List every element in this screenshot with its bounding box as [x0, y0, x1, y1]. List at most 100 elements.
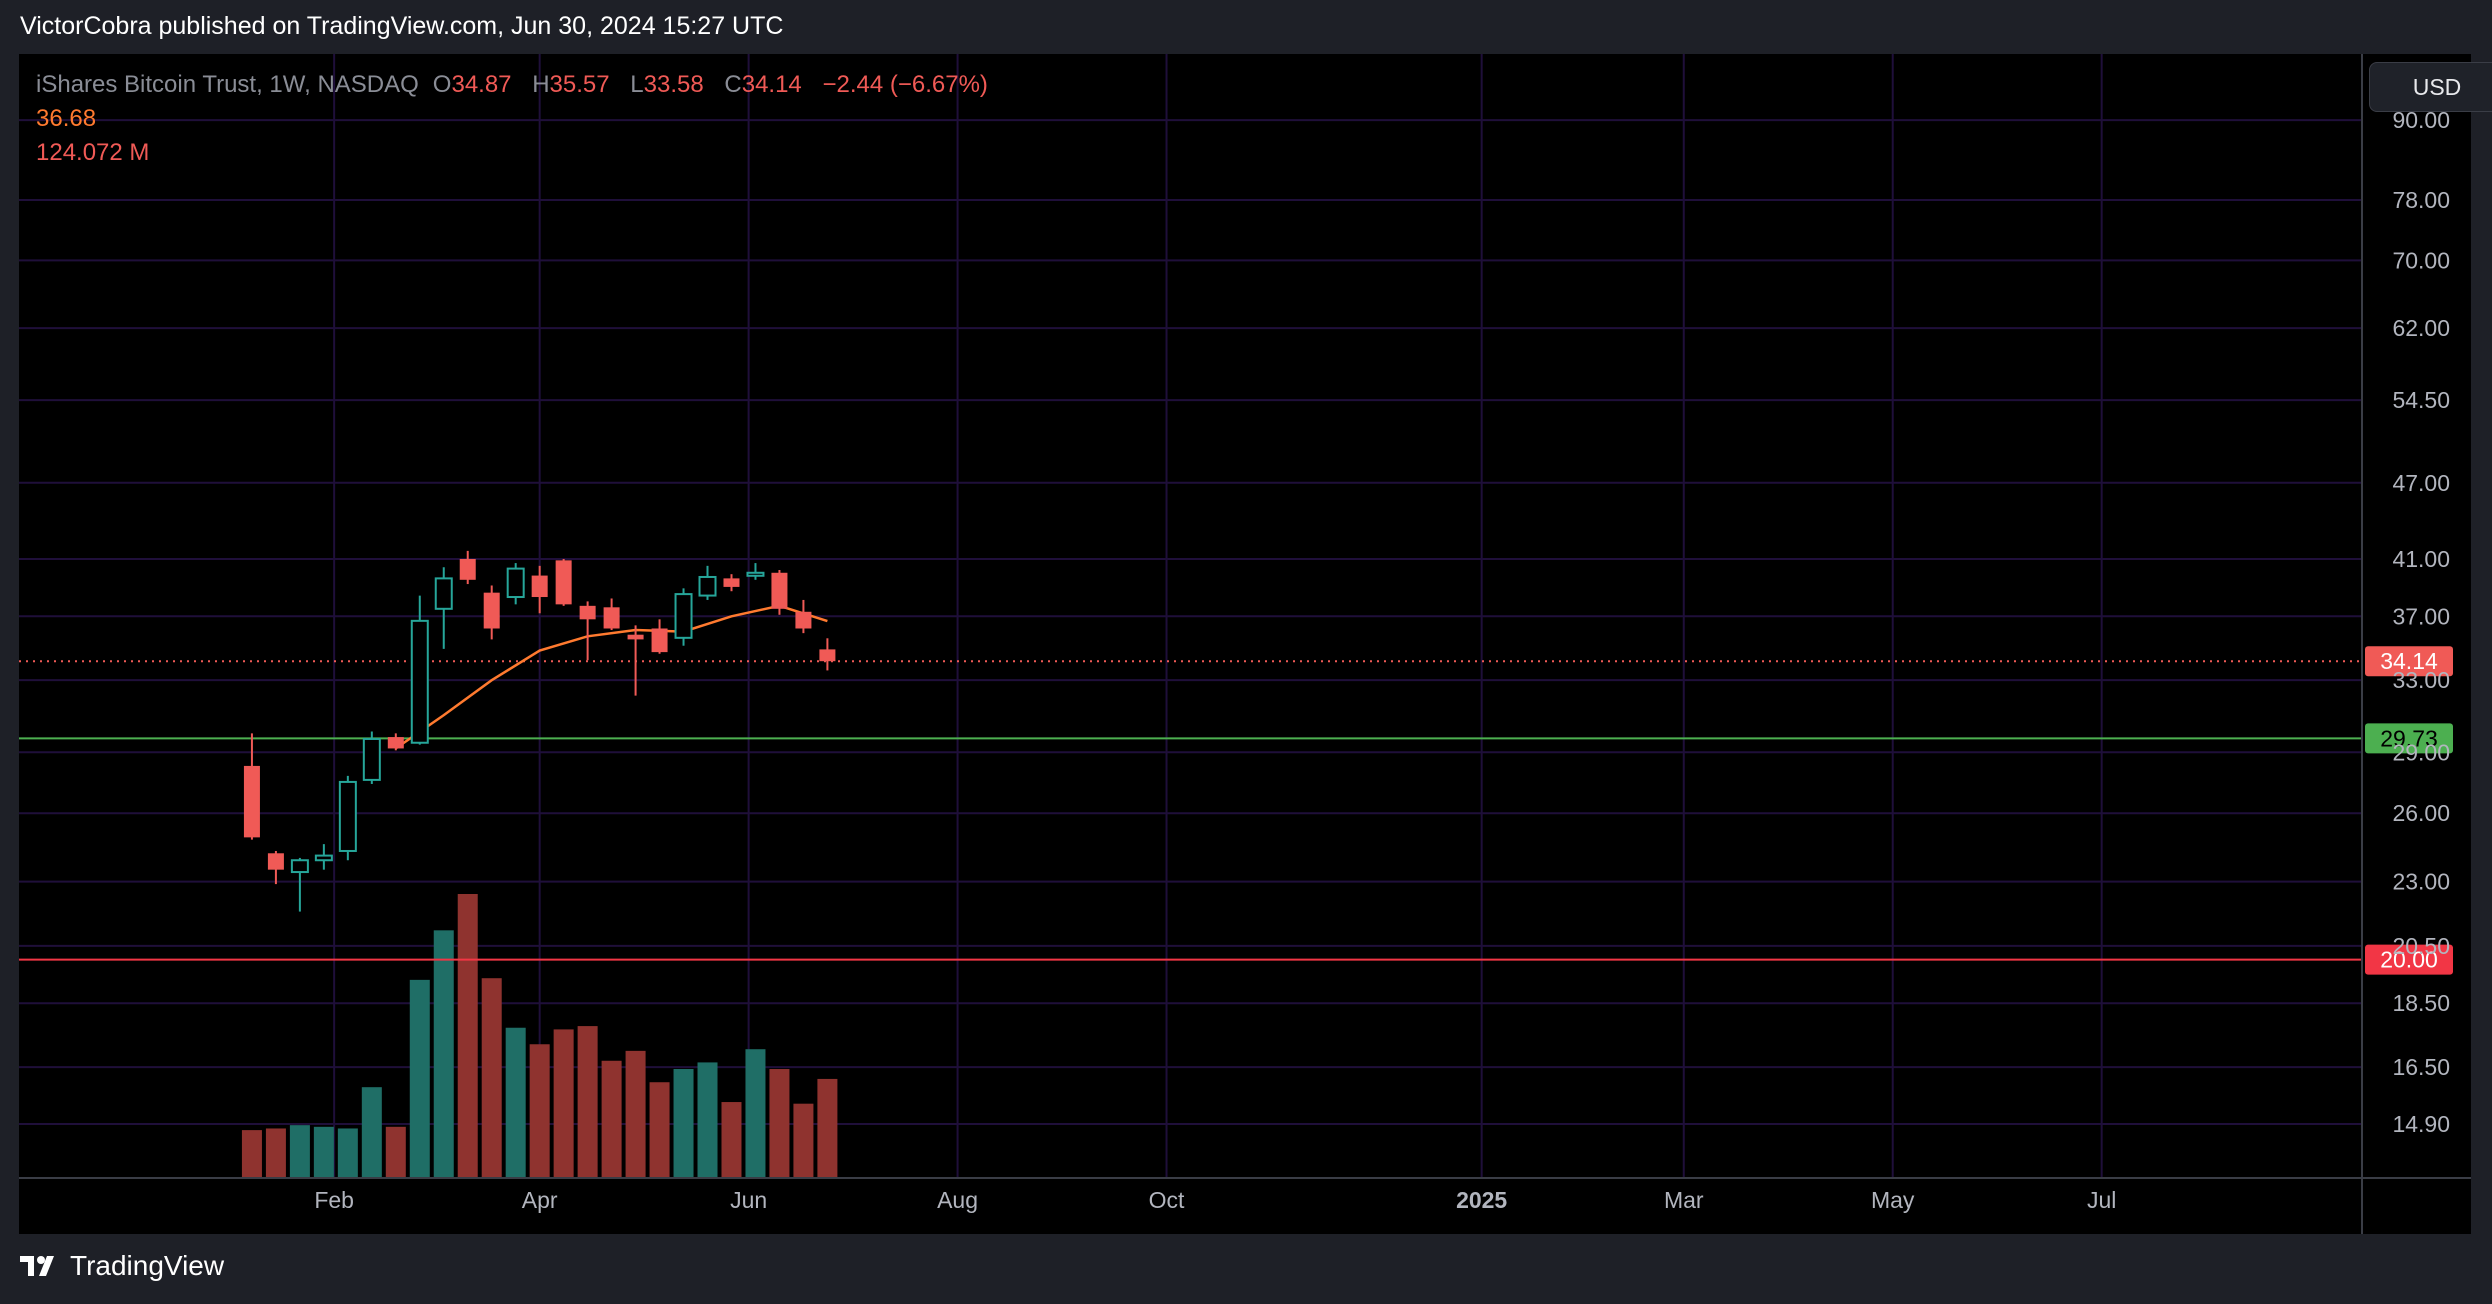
legend-ohlc-row: iShares Bitcoin Trust, 1W, NASDAQ O34.87 …: [36, 68, 988, 102]
moving-average-value: 36.68: [36, 105, 97, 132]
volume-bar: [313, 1126, 334, 1178]
y-tick-label: 33.00: [2392, 667, 2450, 693]
volume-bar: [649, 1082, 670, 1178]
close-value: 34.14: [741, 71, 802, 98]
candle-body: [434, 577, 453, 610]
candle-body: [531, 575, 548, 598]
volume-bar: [673, 1069, 694, 1178]
candle-body: [819, 649, 836, 662]
x-tick-label: Mar: [1664, 1187, 1704, 1213]
chart-grid: [19, 54, 2362, 1178]
volume-bar: [265, 1128, 286, 1178]
candle-body: [627, 634, 644, 640]
candle-body: [651, 628, 668, 653]
candle-body: [483, 592, 500, 629]
last-price-tag: [2365, 646, 2453, 677]
y-tick-label: 78.00: [2392, 187, 2450, 213]
x-tick-label: Feb: [314, 1187, 354, 1213]
x-tick-label: Jun: [730, 1187, 767, 1213]
volume-bar: [697, 1062, 718, 1178]
level-price-tag: [2365, 723, 2453, 754]
chart-frame[interactable]: 29.73 20.00 34.14 90.00 78.00 70.00 62.00 54.5…: [19, 54, 2471, 1234]
candle-body: [387, 737, 404, 749]
x-tick-label: Apr: [522, 1187, 558, 1213]
volume-bar: [745, 1049, 766, 1178]
candle-body: [723, 578, 740, 587]
x-tick-label: Aug: [937, 1187, 978, 1213]
candle-body: [338, 780, 357, 852]
volume-bar: [601, 1060, 622, 1178]
candle-body: [290, 859, 309, 874]
moving-average-line: [395, 604, 828, 750]
candle-body: [459, 558, 476, 580]
axes: 90.0078.0070.0062.0054.5047.0041.0037.00…: [19, 54, 2471, 1234]
candle-body: [746, 571, 765, 577]
y-tick-label: 29.00: [2392, 739, 2450, 765]
brand-name: TradingView: [70, 1250, 225, 1281]
y-tick-label: 47.00: [2392, 470, 2450, 496]
y-tick-label: 54.50: [2392, 387, 2450, 413]
y-tick-label: 23.00: [2392, 869, 2450, 895]
volume-bar: [577, 1026, 598, 1178]
x-tick-label: 2025: [1456, 1187, 1507, 1213]
moving-average: [395, 604, 828, 750]
y-tick-label: 14.90: [2392, 1111, 2450, 1137]
volume-bar: [481, 978, 502, 1178]
volume-bar: [361, 1087, 382, 1178]
volume-bar: [505, 1027, 526, 1178]
volume-value: 124.072 M: [36, 139, 150, 166]
tradingview-brand[interactable]: TradingView: [20, 1250, 224, 1282]
volume-bar: [721, 1102, 742, 1178]
candle-body: [674, 593, 693, 639]
symbol-description: iShares Bitcoin Trust, 1W, NASDAQ: [36, 71, 419, 98]
volume-bar: [793, 1103, 814, 1178]
volume-bars: [241, 894, 838, 1178]
published-by-header: VictorCobra published on TradingView.com…: [20, 12, 784, 40]
y-tick-label: 70.00: [2392, 247, 2450, 273]
candle-body: [579, 605, 596, 620]
candle-body: [698, 575, 717, 597]
y-tick-label: 20.50: [2392, 933, 2450, 959]
low-label: L: [630, 71, 644, 98]
candle-body: [362, 737, 381, 781]
y-tick-label: 41.00: [2392, 546, 2450, 572]
volume-bar: [241, 1130, 262, 1178]
candle-body: [555, 560, 572, 605]
candle-body: [410, 619, 429, 744]
high-label: H: [532, 71, 550, 98]
tradingview-logo-icon: [20, 1256, 54, 1276]
x-tick-label: Jul: [2087, 1187, 2116, 1213]
y-tick-label: 37.00: [2392, 603, 2450, 629]
x-tick-label: May: [1871, 1187, 1915, 1213]
y-tick-label: 18.50: [2392, 990, 2450, 1016]
volume-bar: [385, 1126, 406, 1178]
last-price-label: 34.14: [2380, 648, 2438, 674]
open-label: O: [432, 71, 452, 98]
volume-bar: [529, 1044, 550, 1178]
chart-legend: iShares Bitcoin Trust, 1W, NASDAQ O34.87 …: [36, 68, 988, 170]
volume-bar: [817, 1078, 838, 1178]
x-tick-label: Oct: [1149, 1187, 1185, 1213]
open-value: 34.87: [451, 71, 512, 98]
candle-body: [243, 765, 260, 838]
candle-body: [795, 611, 812, 629]
level-price-label: 29.73: [2380, 725, 2438, 751]
currency-button[interactable]: USD: [2369, 62, 2492, 112]
close-label: C: [724, 71, 742, 98]
horizontal-lines: 29.73 20.00 34.14: [19, 646, 2453, 975]
candle-body: [603, 607, 620, 629]
volume-bar: [625, 1050, 646, 1178]
volume-bar: [553, 1029, 574, 1178]
candle-body: [267, 853, 284, 870]
y-tick-label: 62.00: [2392, 315, 2450, 341]
volume-bar: [433, 930, 454, 1178]
low-value: 33.58: [643, 71, 704, 98]
candle-body: [314, 854, 333, 862]
volume-bar: [289, 1125, 310, 1178]
high-value: 35.57: [549, 71, 610, 98]
volume-bar: [457, 894, 478, 1178]
change-value: −2.44 (−6.67%): [822, 71, 988, 98]
y-tick-label: 26.00: [2392, 800, 2450, 826]
volume-bar: [769, 1069, 790, 1178]
